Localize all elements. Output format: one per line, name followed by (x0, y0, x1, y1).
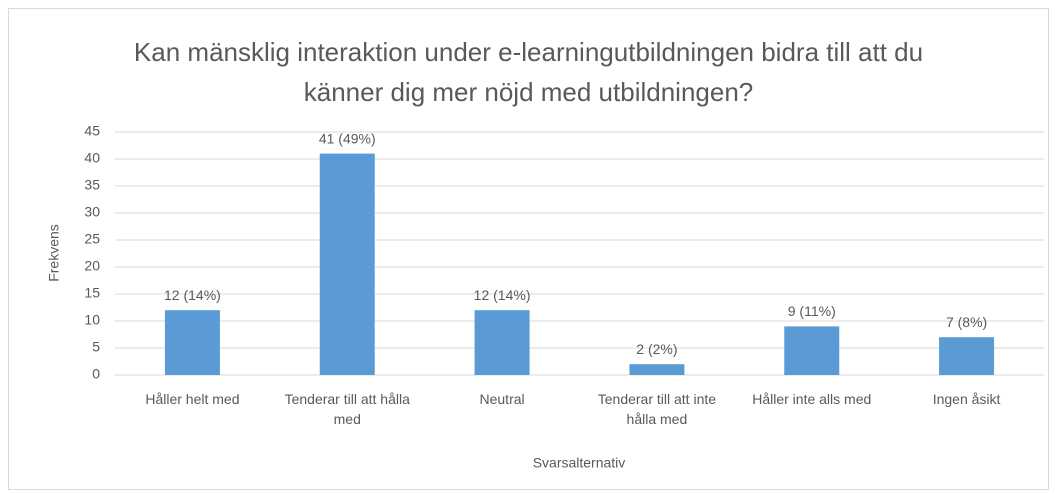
y-tick-label: 20 (84, 258, 100, 274)
x-tick-label: Tenderar till att hålla med (284, 391, 410, 427)
data-label: 41 (49%) (319, 130, 376, 146)
y-tick-label: 35 (84, 177, 100, 193)
y-tick-label: 5 (92, 339, 100, 355)
bar (629, 364, 685, 375)
y-tick-label: 30 (84, 204, 100, 220)
bar (474, 310, 530, 375)
data-label: 12 (14%) (164, 287, 221, 303)
y-tick-label: 10 (84, 312, 100, 328)
x-tick-label: Ingen åsikt (932, 391, 1001, 407)
bar (939, 337, 995, 375)
x-tick-label: Tenderar till att inte hålla med (597, 391, 717, 427)
x-tick-label: Håller inte alls med (752, 391, 872, 407)
chart-title: Kan mänsklig interaktion under e-learnin… (133, 37, 924, 107)
y-tick-label: 0 (92, 366, 100, 382)
y-tick-label: 45 (84, 123, 100, 139)
y-axis-label: Frekvens (46, 224, 62, 282)
data-label: 12 (14%) (474, 287, 531, 303)
bar (784, 326, 840, 375)
bar (319, 153, 375, 375)
y-tick-label: 15 (84, 285, 100, 301)
y-tick-label: 40 (84, 150, 100, 166)
data-label: 2 (2%) (636, 341, 677, 357)
data-label: 7 (8%) (946, 314, 987, 330)
chart-border (8, 8, 1049, 490)
bar (164, 310, 220, 375)
x-axis-label: Svarsalternativ (533, 455, 626, 471)
y-tick-label: 25 (84, 231, 100, 247)
data-label: 9 (11%) (788, 303, 836, 319)
x-tick-label: Neutral (479, 391, 525, 407)
x-tick-label: Håller helt med (145, 391, 240, 407)
